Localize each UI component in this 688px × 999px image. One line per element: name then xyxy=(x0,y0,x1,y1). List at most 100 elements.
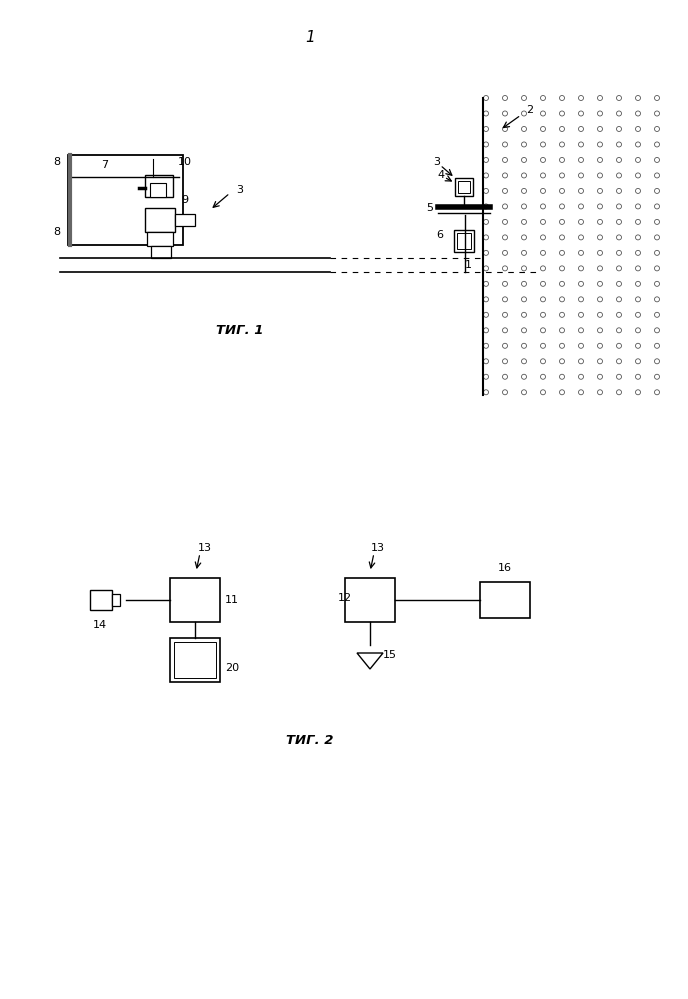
Ellipse shape xyxy=(522,127,526,132)
Ellipse shape xyxy=(559,328,564,333)
Ellipse shape xyxy=(502,96,508,101)
Ellipse shape xyxy=(541,328,546,333)
Ellipse shape xyxy=(636,344,641,349)
Ellipse shape xyxy=(654,375,660,380)
Bar xyxy=(458,181,470,193)
Ellipse shape xyxy=(616,142,621,147)
Ellipse shape xyxy=(597,235,603,240)
Ellipse shape xyxy=(616,111,621,116)
Ellipse shape xyxy=(636,96,641,101)
Text: 8: 8 xyxy=(54,157,61,167)
Ellipse shape xyxy=(654,204,660,209)
Ellipse shape xyxy=(616,266,621,271)
Ellipse shape xyxy=(502,235,508,240)
Bar xyxy=(112,594,120,606)
Ellipse shape xyxy=(654,127,660,132)
Ellipse shape xyxy=(636,359,641,364)
Ellipse shape xyxy=(541,189,546,194)
Ellipse shape xyxy=(502,251,508,256)
Ellipse shape xyxy=(654,266,660,271)
Ellipse shape xyxy=(484,375,488,380)
Ellipse shape xyxy=(597,313,603,318)
Ellipse shape xyxy=(636,189,641,194)
Text: 12: 12 xyxy=(338,593,352,603)
Ellipse shape xyxy=(541,111,546,116)
Ellipse shape xyxy=(597,189,603,194)
Ellipse shape xyxy=(597,220,603,225)
Ellipse shape xyxy=(559,127,564,132)
Text: 15: 15 xyxy=(383,650,397,660)
Ellipse shape xyxy=(616,359,621,364)
Ellipse shape xyxy=(502,359,508,364)
Ellipse shape xyxy=(616,328,621,333)
Bar xyxy=(147,232,173,246)
Ellipse shape xyxy=(541,220,546,225)
Ellipse shape xyxy=(616,204,621,209)
Ellipse shape xyxy=(616,375,621,380)
Ellipse shape xyxy=(541,313,546,318)
Ellipse shape xyxy=(541,127,546,132)
Polygon shape xyxy=(357,653,383,669)
Ellipse shape xyxy=(484,204,488,209)
Ellipse shape xyxy=(541,251,546,256)
Ellipse shape xyxy=(616,313,621,318)
Ellipse shape xyxy=(559,189,564,194)
Ellipse shape xyxy=(484,142,488,147)
Ellipse shape xyxy=(654,235,660,240)
Ellipse shape xyxy=(484,297,488,302)
Text: 16: 16 xyxy=(498,563,512,573)
Ellipse shape xyxy=(484,390,488,395)
Ellipse shape xyxy=(559,96,564,101)
Bar xyxy=(170,578,220,622)
Ellipse shape xyxy=(654,158,660,163)
Ellipse shape xyxy=(484,173,488,178)
Ellipse shape xyxy=(541,375,546,380)
Ellipse shape xyxy=(616,390,621,395)
Ellipse shape xyxy=(522,375,526,380)
Text: 13: 13 xyxy=(198,543,212,553)
Text: 3: 3 xyxy=(433,157,440,167)
Ellipse shape xyxy=(579,142,583,147)
Ellipse shape xyxy=(502,313,508,318)
Ellipse shape xyxy=(502,189,508,194)
Ellipse shape xyxy=(654,328,660,333)
Bar xyxy=(170,638,220,682)
Ellipse shape xyxy=(502,328,508,333)
Ellipse shape xyxy=(636,297,641,302)
Ellipse shape xyxy=(541,158,546,163)
Ellipse shape xyxy=(502,158,508,163)
Text: 5: 5 xyxy=(427,203,433,213)
Bar xyxy=(68,155,183,245)
Ellipse shape xyxy=(636,204,641,209)
Ellipse shape xyxy=(502,142,508,147)
Ellipse shape xyxy=(654,282,660,287)
Ellipse shape xyxy=(654,251,660,256)
Text: 3: 3 xyxy=(237,185,244,195)
Ellipse shape xyxy=(559,220,564,225)
Ellipse shape xyxy=(616,344,621,349)
Ellipse shape xyxy=(522,220,526,225)
Ellipse shape xyxy=(502,375,508,380)
Ellipse shape xyxy=(541,173,546,178)
Ellipse shape xyxy=(484,359,488,364)
Ellipse shape xyxy=(522,390,526,395)
Ellipse shape xyxy=(502,220,508,225)
Text: 20: 20 xyxy=(225,663,239,673)
Ellipse shape xyxy=(579,204,583,209)
Ellipse shape xyxy=(484,282,488,287)
Ellipse shape xyxy=(559,375,564,380)
Ellipse shape xyxy=(579,158,583,163)
Ellipse shape xyxy=(522,204,526,209)
Ellipse shape xyxy=(559,390,564,395)
Ellipse shape xyxy=(597,127,603,132)
Ellipse shape xyxy=(579,328,583,333)
Ellipse shape xyxy=(636,158,641,163)
Bar xyxy=(345,578,395,622)
Ellipse shape xyxy=(559,142,564,147)
Ellipse shape xyxy=(502,204,508,209)
Ellipse shape xyxy=(597,142,603,147)
Ellipse shape xyxy=(597,96,603,101)
Ellipse shape xyxy=(522,328,526,333)
Ellipse shape xyxy=(616,297,621,302)
Ellipse shape xyxy=(502,266,508,271)
